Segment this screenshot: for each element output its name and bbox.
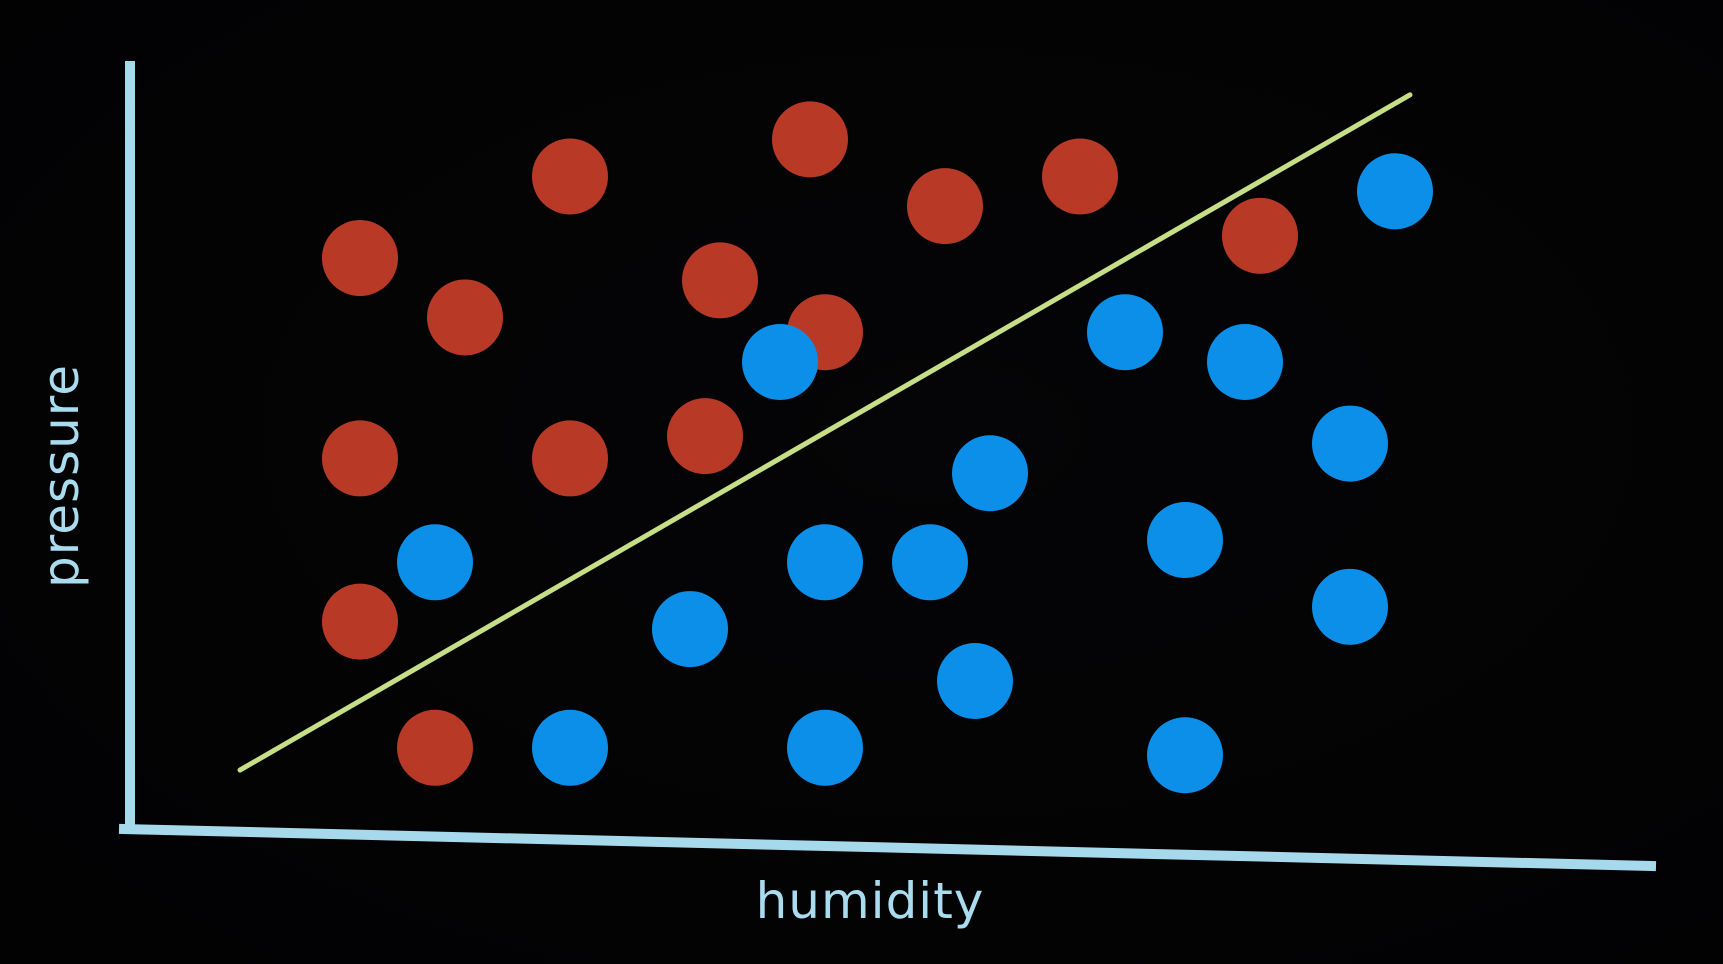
x-axis-line <box>118 823 1657 872</box>
decision-line <box>237 92 1413 773</box>
series-1-point-14 <box>1222 197 1298 274</box>
series-2 <box>397 153 1433 794</box>
series-1-point-1 <box>322 583 398 660</box>
series-2-point-6 <box>787 709 863 786</box>
series-1-point-6 <box>532 138 608 215</box>
series-1-point-11 <box>772 101 848 178</box>
axes <box>118 61 1657 872</box>
series-1-point-5 <box>322 420 398 497</box>
decision-boundary <box>237 92 1413 773</box>
series-2-point-9 <box>937 643 1013 720</box>
series-1-point-4 <box>427 279 503 356</box>
series-2-point-14 <box>1312 405 1388 482</box>
series-1-point-7 <box>532 420 608 497</box>
series-2-point-7 <box>892 524 968 601</box>
series-2-point-13 <box>1207 323 1283 400</box>
x-axis-label: humidity <box>756 872 985 930</box>
series-2-point-15 <box>1312 568 1388 645</box>
series-1-point-13 <box>1042 138 1118 215</box>
series-2-point-12 <box>1147 717 1223 794</box>
series-2-point-16 <box>1357 153 1433 230</box>
series-2-point-2 <box>532 709 608 786</box>
series-2-point-4 <box>742 323 818 400</box>
series-2-point-10 <box>1087 294 1163 371</box>
series-1-point-3 <box>322 220 398 297</box>
series-1-point-2 <box>397 709 473 786</box>
series-2-point-11 <box>1147 502 1223 579</box>
data-points <box>322 101 1433 794</box>
series-2-point-3 <box>652 591 728 668</box>
series-1 <box>322 101 1298 786</box>
series-2-point-8 <box>952 435 1028 512</box>
series-2-point-5 <box>787 524 863 601</box>
series-1-point-8 <box>667 398 743 475</box>
series-1-point-12 <box>907 168 983 245</box>
y-axis-label: pressure <box>32 364 90 588</box>
series-2-point-1 <box>397 524 473 601</box>
series-1-point-9 <box>682 242 758 319</box>
